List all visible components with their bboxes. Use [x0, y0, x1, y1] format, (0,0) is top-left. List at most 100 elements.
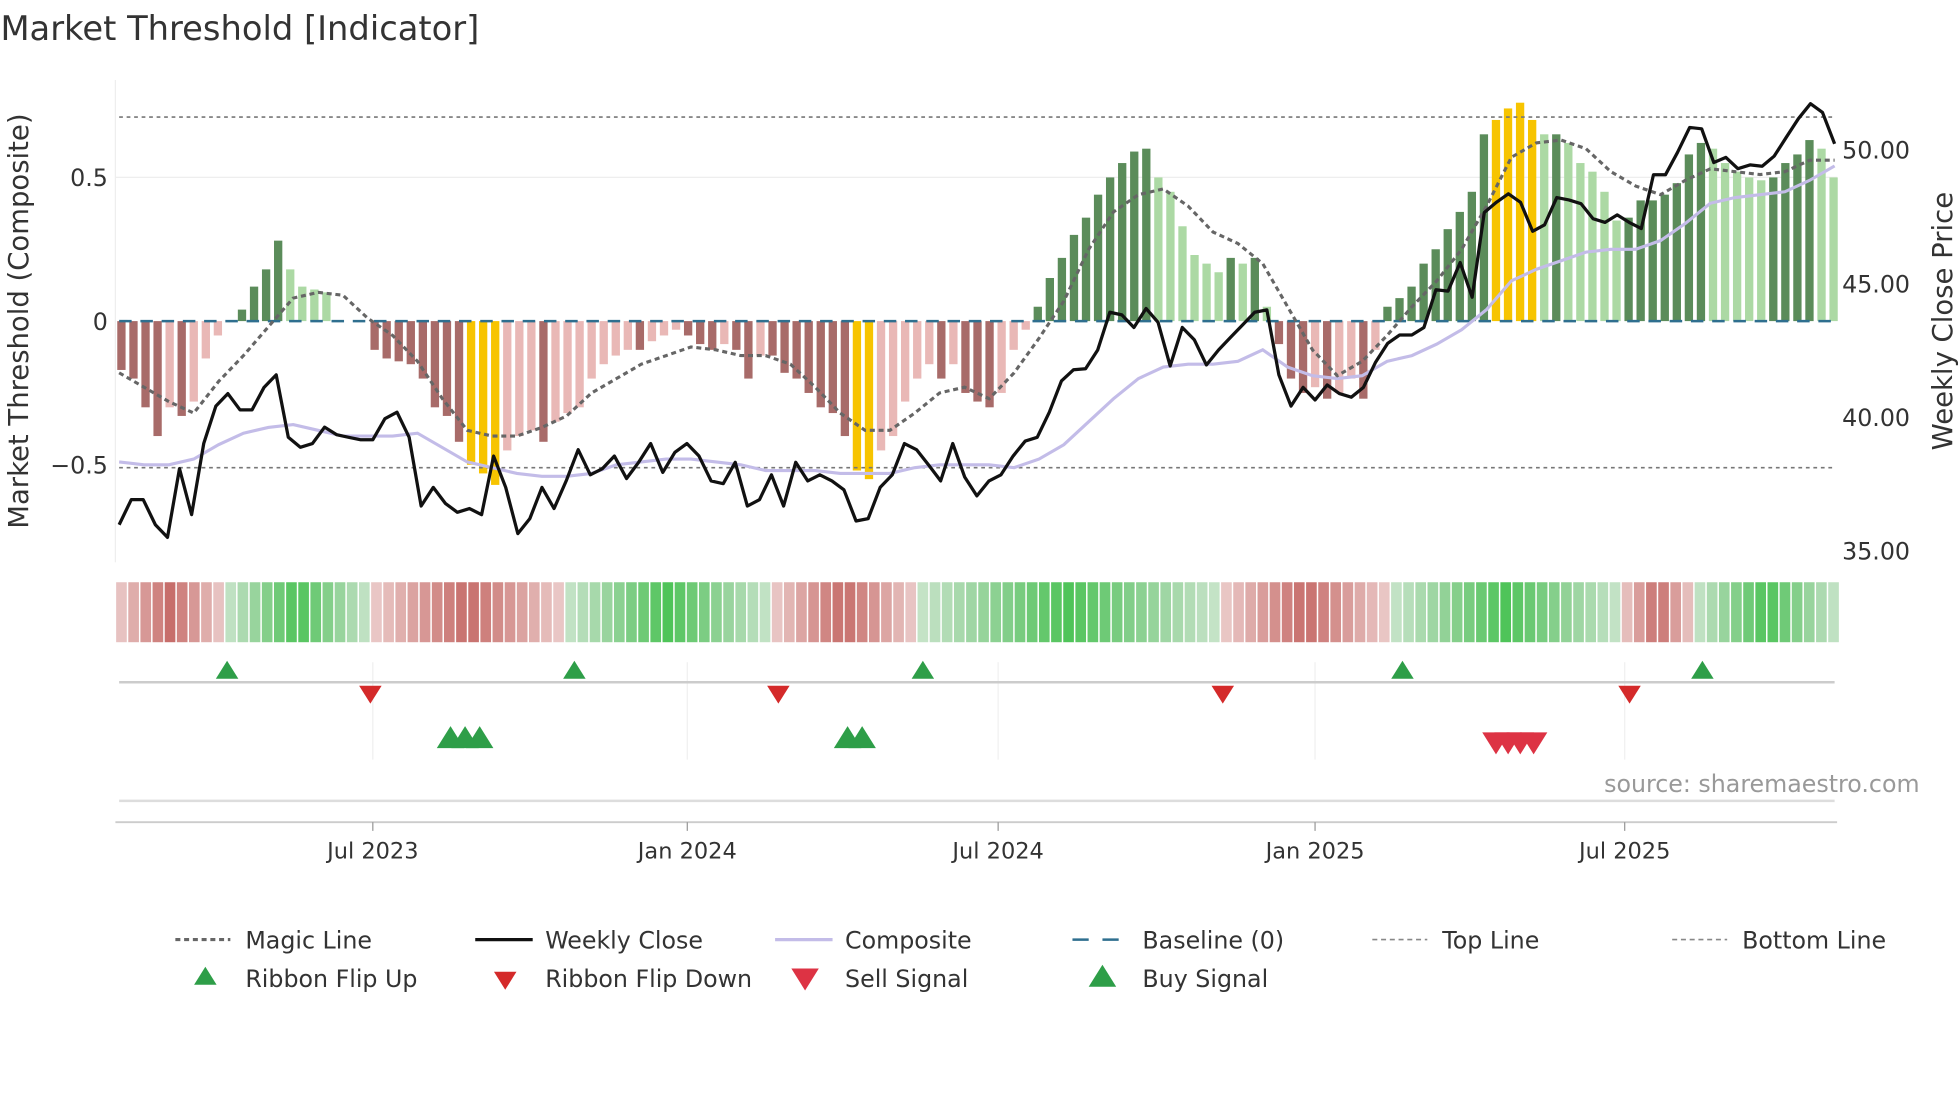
ribbon-cell [820, 582, 832, 643]
ribbon-cell [1087, 582, 1099, 643]
composite-bar [949, 321, 958, 365]
ribbon-cell [1463, 582, 1475, 643]
ribbon-cell [1160, 582, 1172, 643]
composite-bar [696, 321, 705, 345]
composite-bar [804, 321, 813, 393]
source-text: source: sharemaestro.com [1604, 770, 1919, 798]
right-tick-label: 50.00 [1842, 137, 1910, 165]
ribbon-cell [1561, 582, 1572, 643]
ribbon-flip-down-marker [1211, 685, 1235, 704]
ribbon-cell [213, 582, 224, 643]
composite-bar [1552, 134, 1561, 322]
ribbon-cell [1063, 582, 1074, 643]
ribbon-cell [1488, 582, 1499, 643]
ribbon-cell [1354, 582, 1366, 643]
composite-bar [1214, 272, 1223, 322]
ribbon-cell [1706, 582, 1718, 643]
ribbon-cell [953, 582, 965, 643]
ribbon-cell [358, 582, 370, 643]
composite-bar [442, 321, 452, 416]
composite-bar [237, 309, 247, 322]
ribbon-cell [808, 582, 819, 643]
ribbon-cell [528, 582, 540, 643]
ribbon-cell [1658, 582, 1669, 643]
ribbon-cell [1621, 582, 1633, 643]
composite-bar [756, 321, 765, 356]
composite-bar [768, 321, 777, 356]
composite-bar [1286, 321, 1296, 379]
ribbon-cell [1439, 582, 1451, 643]
composite-bar [1021, 321, 1030, 330]
ribbon-cell [383, 582, 394, 643]
ribbon-cell [868, 582, 880, 643]
ribbon-cell [783, 582, 795, 643]
ribbon-cell [395, 582, 407, 643]
composite-bar [997, 321, 1006, 393]
composite-bar [1274, 321, 1284, 345]
ribbon-cell [116, 582, 127, 643]
ribbon-cell [1536, 582, 1548, 643]
ribbon-cell [188, 582, 200, 643]
right-tick-label: 35.00 [1842, 538, 1910, 566]
ribbon-flip-up-marker [563, 660, 586, 679]
composite-bar [925, 321, 934, 365]
ribbon-cell [456, 582, 467, 643]
ribbon-cell [1123, 582, 1135, 643]
ribbon-cell [1196, 582, 1208, 643]
legend-label: Buy Signal [1142, 965, 1268, 993]
composite-bar [599, 321, 608, 365]
composite-bar [406, 321, 415, 365]
composite-bar [1093, 194, 1103, 322]
composite-bar [370, 321, 379, 350]
composite-bar [840, 321, 850, 437]
composite-bar [430, 321, 440, 408]
ribbon-cell [1269, 582, 1281, 643]
composite-bar [1443, 229, 1452, 322]
composite-bar [1009, 321, 1018, 350]
ribbon-cell [1026, 582, 1038, 643]
composite-bar [659, 321, 669, 336]
buy-signal-marker [848, 726, 876, 749]
ribbon-cell [1597, 582, 1609, 643]
legend-sell-icon [791, 968, 819, 991]
composite-bar [1190, 255, 1199, 322]
composite-bar [1612, 220, 1621, 322]
composite-bar [1105, 177, 1115, 322]
composite-bar [1359, 321, 1368, 399]
ribbon-cell [1828, 582, 1839, 643]
x-tick-label: Jul 2025 [1577, 838, 1670, 864]
legend-label: Baseline (0) [1142, 926, 1284, 954]
ribbon-cell [298, 582, 309, 643]
composite-bar [913, 321, 922, 379]
composite-bar [623, 321, 632, 350]
ribbon-cell [1500, 582, 1512, 643]
ribbon-flip-down-marker [359, 685, 382, 704]
composite-bar [129, 321, 138, 379]
composite-bar [286, 269, 295, 322]
composite-bar [189, 321, 198, 402]
legend-label: Ribbon Flip Down [545, 965, 752, 993]
ribbon-cell [1573, 582, 1584, 643]
composite-bar [117, 321, 126, 370]
ribbon-cell [553, 582, 564, 643]
composite-bar [1154, 177, 1163, 322]
ribbon-cell [1257, 582, 1269, 643]
ribbon-cell [1378, 582, 1390, 643]
ribbon-cell [1791, 582, 1803, 643]
ribbon-cell [1318, 582, 1329, 643]
legend-buy-icon [1088, 964, 1117, 987]
composite-bar [816, 321, 825, 408]
composite-bar [1202, 263, 1211, 322]
composite-bar [177, 321, 186, 416]
composite-bar [1491, 119, 1501, 322]
composite-bar [1118, 163, 1127, 322]
composite-bar [1395, 298, 1404, 322]
composite-bar [744, 321, 753, 379]
composite-bar [491, 321, 500, 485]
ribbon-cell [1172, 582, 1184, 643]
ribbon-cell [249, 582, 261, 643]
ribbon-cell [371, 582, 382, 643]
composite-bar [261, 269, 271, 322]
ribbon-cell [1415, 582, 1427, 643]
ribbon-cell [1682, 582, 1694, 643]
